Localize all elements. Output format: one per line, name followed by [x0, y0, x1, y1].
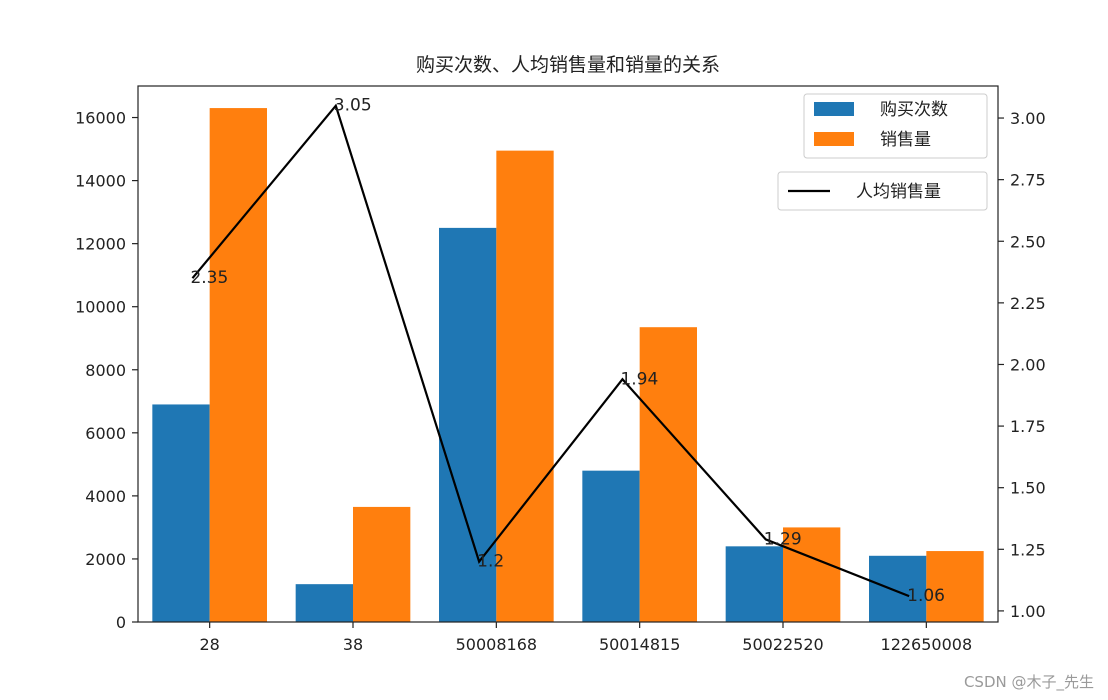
x-tick-label: 50008168 — [456, 635, 537, 654]
bar-sales-volume-50008168 — [496, 150, 554, 622]
bar-purchase-count-122650008 — [869, 555, 927, 622]
right-tick-label: 1.00 — [1010, 602, 1046, 621]
bar-sales-volume-122650008 — [926, 551, 984, 622]
x-tick-label: 122650008 — [881, 635, 973, 654]
bar-sales-volume-38 — [353, 506, 411, 622]
right-tick-label: 2.75 — [1010, 171, 1046, 190]
bar-sales-volume-50022520 — [783, 527, 841, 622]
x-tick-label: 50014815 — [599, 635, 680, 654]
axes-layer: 0 2000 4000 6000 8000 10000 12000 14000 16000 1.0… — [75, 85, 1046, 654]
data-label-per-capita-sales: 2.35 — [190, 268, 228, 288]
watermark: CSDN @木子_先生 — [963, 673, 1094, 691]
right-tick-label: 1.50 — [1010, 479, 1046, 498]
right-tick-label: 1.25 — [1010, 540, 1046, 559]
x-tick-label: 50022520 — [742, 635, 823, 654]
bar-sales-volume-50014815 — [639, 327, 697, 622]
bars-layer — [152, 108, 984, 623]
right-tick-label: 2.00 — [1010, 355, 1046, 374]
legend-swatch — [814, 132, 854, 146]
x-tick-label: 38 — [343, 635, 363, 654]
plot-frame — [137, 85, 999, 623]
right-tick-label: 3.00 — [1010, 109, 1046, 128]
left-tick-label: 8000 — [85, 361, 126, 380]
left-tick-label: 10000 — [75, 298, 126, 317]
line-per-capita-sales — [191, 103, 910, 598]
bar-purchase-count-50008168 — [439, 227, 497, 622]
chart-title: 购买次数、人均销售量和销量的关系 — [416, 54, 720, 76]
left-tick-label: 2000 — [85, 550, 126, 569]
data-label-per-capita-sales: 1.06 — [907, 586, 945, 606]
x-tick-label: 28 — [199, 635, 219, 654]
data-label-per-capita-sales: 3.05 — [334, 96, 372, 116]
left-tick-label: 12000 — [75, 235, 126, 254]
left-tick-label: 0 — [116, 613, 126, 632]
legend-label: 人均销售量 — [856, 182, 941, 202]
data-label-per-capita-sales: 1.2 — [477, 552, 504, 572]
legend-label: 购买次数 — [880, 100, 948, 120]
bar-sales-volume-28 — [209, 108, 267, 623]
data-label-per-capita-sales: 1.94 — [620, 369, 658, 389]
left-tick-label: 6000 — [85, 424, 126, 443]
right-tick-label: 1.75 — [1010, 417, 1046, 436]
bar-purchase-count-50014815 — [582, 470, 640, 622]
bar-purchase-count-28 — [152, 404, 210, 622]
bar-purchase-count-50022520 — [725, 546, 783, 622]
legend-box-line — [777, 171, 988, 211]
right-tick-label: 2.50 — [1010, 232, 1046, 251]
left-tick-label: 14000 — [75, 172, 126, 191]
legend-label: 销售量 — [880, 130, 931, 150]
left-tick-label: 4000 — [85, 487, 126, 506]
legend-swatch — [814, 102, 854, 116]
right-tick-label: 2.25 — [1010, 294, 1046, 313]
bar-purchase-count-38 — [295, 584, 353, 622]
line-layer: 2.35 3.05 1.2 1.94 1.29 1.06 — [190, 96, 945, 606]
data-label-per-capita-sales: 1.29 — [764, 529, 802, 549]
left-tick-label: 16000 — [75, 109, 126, 128]
